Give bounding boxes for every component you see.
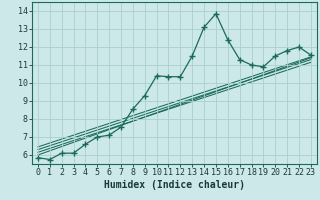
X-axis label: Humidex (Indice chaleur): Humidex (Indice chaleur) bbox=[104, 180, 245, 190]
